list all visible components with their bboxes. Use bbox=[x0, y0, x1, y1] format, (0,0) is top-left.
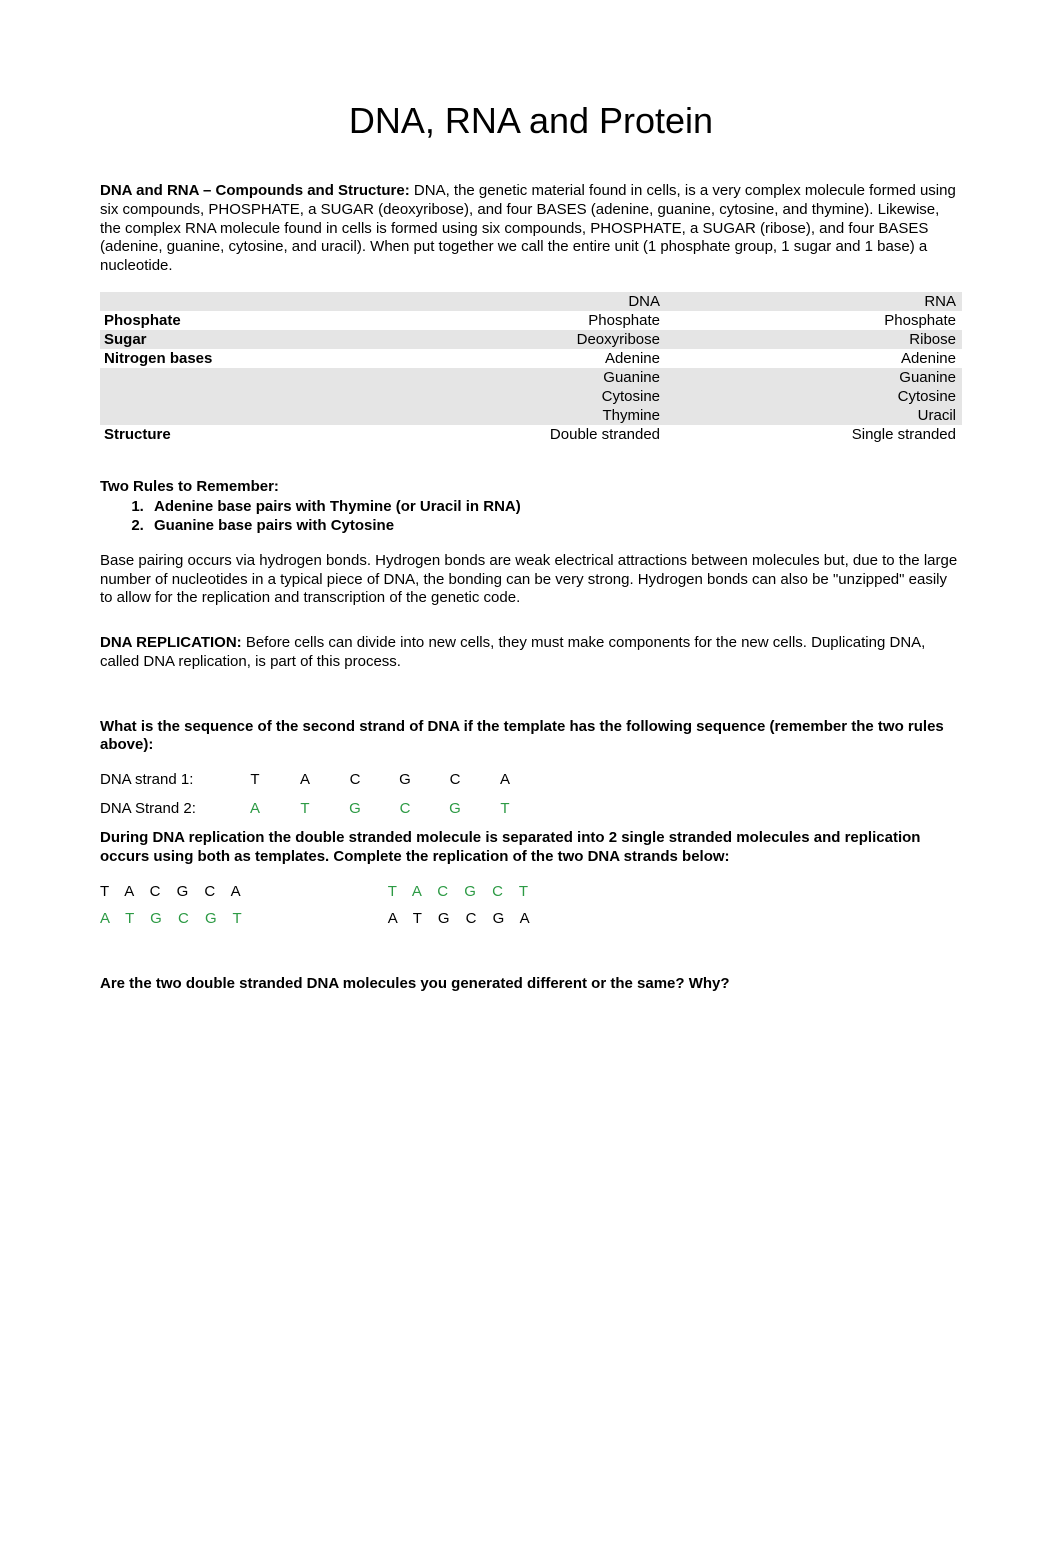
rep-left-col: T A C G C A A T G C G T bbox=[100, 883, 248, 937]
row-dna: Guanine bbox=[364, 369, 660, 386]
row-rna: Cytosine bbox=[660, 388, 956, 405]
row-label: Structure bbox=[104, 426, 364, 443]
question3: Are the two double stranded DNA molecule… bbox=[100, 975, 962, 994]
rep-right-bottom: A T G C G A bbox=[388, 910, 536, 927]
strand2-label: DNA Strand 2: bbox=[100, 800, 230, 817]
rule-item: Guanine base pairs with Cytosine bbox=[148, 516, 962, 536]
strand1-seq: T A C G C A bbox=[230, 771, 530, 788]
table-header-blank bbox=[104, 293, 364, 310]
table-row: Sugar Deoxyribose Ribose bbox=[100, 330, 962, 349]
replication-exercise: T A C G C A A T G C G T T A C G C T A T … bbox=[100, 883, 962, 937]
table-row: Thymine Uracil bbox=[100, 406, 962, 425]
base: A bbox=[230, 800, 280, 817]
table-row: Structure Double stranded Single strande… bbox=[100, 425, 962, 444]
row-dna: Deoxyribose bbox=[364, 331, 660, 348]
base: G bbox=[330, 800, 380, 817]
base: G bbox=[380, 771, 430, 788]
table-row: Guanine Guanine bbox=[100, 368, 962, 387]
strand2-row: DNA Strand 2: A T G C G T bbox=[100, 800, 962, 817]
rules-heading: Two Rules to Remember: bbox=[100, 478, 962, 495]
row-rna: Uracil bbox=[660, 407, 956, 424]
row-rna: Adenine bbox=[660, 350, 956, 367]
strand1-label: DNA strand 1: bbox=[100, 771, 230, 788]
base: T bbox=[480, 800, 530, 817]
row-label: Sugar bbox=[104, 331, 364, 348]
row-dna: Cytosine bbox=[364, 388, 660, 405]
row-dna: Adenine bbox=[364, 350, 660, 367]
base: C bbox=[430, 771, 480, 788]
base: C bbox=[380, 800, 430, 817]
base: A bbox=[280, 771, 330, 788]
replication-para: DNA REPLICATION: Before cells can divide… bbox=[100, 634, 962, 672]
base: T bbox=[280, 800, 330, 817]
rules-list: Adenine base pairs with Thymine (or Urac… bbox=[100, 497, 962, 536]
page-title: DNA, RNA and Protein bbox=[100, 100, 962, 142]
row-label bbox=[104, 388, 364, 405]
row-dna: Thymine bbox=[364, 407, 660, 424]
rep-right-col: T A C G C T A T G C G A bbox=[388, 883, 536, 937]
comparison-table: DNA RNA Phosphate Phosphate Phosphate Su… bbox=[100, 292, 962, 444]
question1: What is the sequence of the second stran… bbox=[100, 718, 962, 756]
replication-heading: DNA REPLICATION: bbox=[100, 634, 242, 651]
table-header-rna: RNA bbox=[660, 293, 956, 310]
row-rna: Ribose bbox=[660, 331, 956, 348]
strand1-row: DNA strand 1: T A C G C A bbox=[100, 771, 962, 788]
row-rna: Guanine bbox=[660, 369, 956, 386]
row-dna: Phosphate bbox=[364, 312, 660, 329]
table-row: Nitrogen bases Adenine Adenine bbox=[100, 349, 962, 368]
table-header-row: DNA RNA bbox=[100, 292, 962, 311]
row-label: Phosphate bbox=[104, 312, 364, 329]
base: A bbox=[480, 771, 530, 788]
rep-left-bottom: A T G C G T bbox=[100, 910, 248, 927]
base: T bbox=[230, 771, 280, 788]
intro-heading: DNA and RNA – Compounds and Structure: bbox=[100, 182, 410, 199]
rep-right-top: T A C G C T bbox=[388, 883, 536, 900]
strand2-seq: A T G C G T bbox=[230, 800, 530, 817]
rep-left-top: T A C G C A bbox=[100, 883, 248, 900]
base-pairing-para: Base pairing occurs via hydrogen bonds. … bbox=[100, 552, 962, 608]
table-row: Phosphate Phosphate Phosphate bbox=[100, 311, 962, 330]
row-rna: Single stranded bbox=[660, 426, 956, 443]
rule-item: Adenine base pairs with Thymine (or Urac… bbox=[148, 497, 962, 517]
question2: During DNA replication the double strand… bbox=[100, 829, 962, 867]
row-rna: Phosphate bbox=[660, 312, 956, 329]
table-row: Cytosine Cytosine bbox=[100, 387, 962, 406]
base: C bbox=[330, 771, 380, 788]
table-header-dna: DNA bbox=[364, 293, 660, 310]
base: G bbox=[430, 800, 480, 817]
row-label bbox=[104, 407, 364, 424]
intro-para: DNA and RNA – Compounds and Structure: D… bbox=[100, 182, 962, 276]
row-dna: Double stranded bbox=[364, 426, 660, 443]
row-label bbox=[104, 369, 364, 386]
row-label: Nitrogen bases bbox=[104, 350, 364, 367]
